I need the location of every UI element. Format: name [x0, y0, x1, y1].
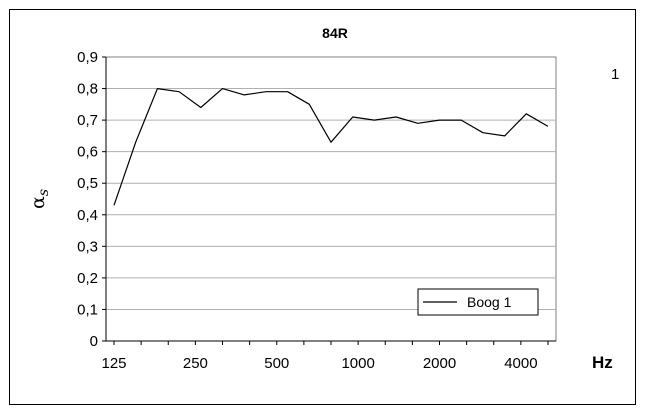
series-line-boog-1 — [113, 87, 549, 206]
x-tick-labels: 125 250 500 1000 2000 4000 — [101, 355, 537, 372]
axes — [102, 56, 556, 345]
y-tick-labels: 0 0,1 0,2 0,3 0,4 0,5 0,6 0,7 0,8 0,9 — [77, 49, 98, 350]
y-tick-label: 0,1 — [77, 301, 98, 318]
legend-label-boog-1: Boog 1 — [467, 294, 512, 310]
x-tick-label: 125 — [101, 355, 126, 372]
y-tick-label: 0,3 — [77, 238, 98, 255]
x-tick-label: 1000 — [341, 355, 374, 372]
y-tick-label: 0,2 — [77, 270, 98, 287]
y-tick-label: 0,5 — [77, 175, 98, 192]
series-layer — [113, 87, 549, 206]
x-tick-label: 500 — [264, 355, 289, 372]
x-tick-label: 250 — [183, 355, 208, 372]
side-note: 1 — [611, 66, 619, 83]
legend: Boog 1 — [417, 288, 539, 316]
y-tick-label: 0,4 — [77, 207, 98, 224]
y-tick-label: 0 — [90, 333, 98, 350]
x-tick-label: 4000 — [504, 355, 537, 372]
chart-title: 84R — [322, 25, 348, 41]
x-axis-unit-label: Hz — [592, 353, 613, 372]
y-axis-label-symbol: α — [27, 196, 49, 209]
y-tick-label: 0,6 — [77, 144, 98, 161]
y-axis-label: αs — [27, 189, 52, 209]
y-axis-label-subscript: s — [36, 189, 52, 196]
x-tick-label: 2000 — [423, 355, 456, 372]
gridlines — [106, 88, 556, 310]
y-tick-label: 0,7 — [77, 112, 98, 129]
y-tick-label: 0,8 — [77, 81, 98, 98]
y-tick-label: 0,9 — [77, 49, 98, 66]
